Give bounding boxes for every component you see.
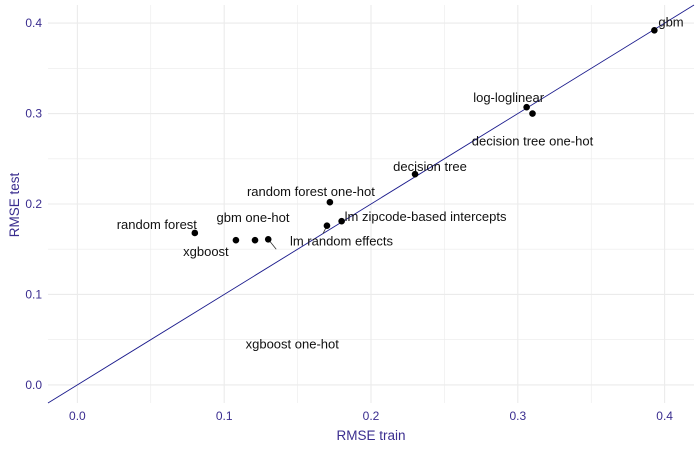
point-decision-tree [411, 170, 419, 178]
point-label: xgboost one-hot [246, 336, 340, 351]
point-labels: gbm log-loglinear decision tree one-hot dec… [117, 14, 684, 351]
y-tick-label: 0.3 [25, 107, 42, 121]
y-tick-label: 0.1 [25, 287, 42, 301]
data-points [191, 27, 658, 244]
point-label: random forest [117, 217, 198, 232]
point-xgboost-one-hot [264, 235, 272, 243]
point-label: gbm one-hot [217, 210, 290, 225]
point-gbm-one-hot [251, 236, 259, 244]
point-label: decision tree [393, 159, 467, 174]
point-log-loglinear [523, 103, 530, 111]
y-tick-label: 0.4 [25, 16, 42, 30]
x-tick-label: 0.1 [216, 409, 233, 423]
x-tick-label: 0.4 [656, 409, 673, 423]
y-axis-title: RMSE test [7, 172, 22, 237]
point-label: lm random effects [290, 234, 394, 249]
point-label: xgboost [183, 244, 229, 259]
grid [48, 5, 694, 403]
point-label: gbm [658, 14, 683, 29]
point-label: decision tree one-hot [472, 134, 594, 149]
point-label: random forest one-hot [247, 184, 375, 199]
x-tick-label: 0.2 [363, 409, 380, 423]
y-axis-ticks: 0.0 0.1 0.2 0.3 0.4 [25, 16, 42, 392]
x-tick-label: 0.3 [509, 409, 526, 423]
x-axis-title: RMSE train [336, 428, 405, 443]
y-tick-label: 0.0 [25, 378, 42, 392]
point-decision-tree-one-hot [529, 110, 536, 117]
point-label: lm zipcode-based intercepts [345, 209, 507, 224]
point-label: log-loglinear [473, 90, 544, 105]
point-random-forest-one-hot [326, 198, 334, 206]
y-tick-label: 0.2 [25, 197, 42, 211]
point-lm-random-effects [323, 222, 331, 230]
point-gbm [651, 27, 658, 34]
reference-line [47, 4, 695, 404]
x-axis-ticks: 0.0 0.1 0.2 0.3 0.4 [69, 409, 673, 423]
point-lm-zipcode-based-intercepts [338, 217, 345, 225]
identity-line [47, 4, 695, 404]
point-xgboost [232, 236, 240, 244]
x-tick-label: 0.0 [69, 409, 86, 423]
point-random-forest [191, 229, 199, 237]
